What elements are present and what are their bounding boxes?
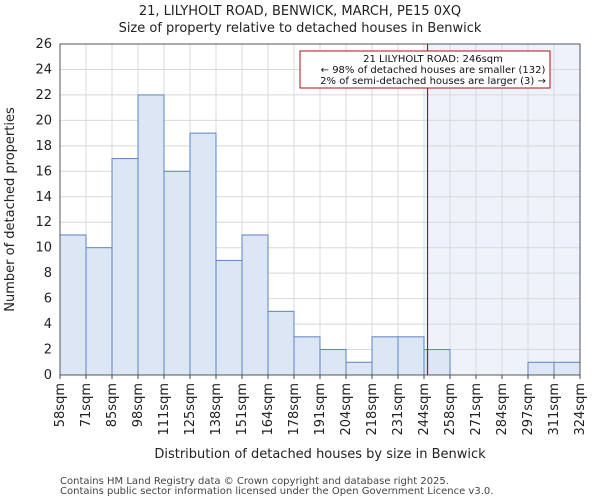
histogram-bar [371,336,399,376]
x-tick-label: 191sqm [313,383,328,436]
x-tick-label: 284sqm [495,383,510,436]
highlight-region [427,44,580,375]
y-tick-label: 8 [44,266,52,281]
histogram-bar [111,158,139,376]
y-tick-label: 12 [35,215,52,230]
x-axis-label: Distribution of detached houses by size … [154,447,486,462]
y-tick-label: 22 [35,88,52,103]
histogram-bar [423,349,451,376]
x-tick-label: 151sqm [235,383,250,436]
plot-frame [59,43,581,376]
annotation-box [299,50,551,89]
annotation-line1: 21 LILYHOLT ROAD: 246sqm [363,54,503,65]
annotation-line3: 2% of semi-detached houses are larger (3… [320,76,546,87]
footer-licence: Contains public sector information licen… [60,486,494,497]
y-tick-label: 2 [44,343,52,358]
y-tick-label: 18 [35,139,52,154]
x-tick-label: 58sqm [53,383,68,427]
y-tick-label: 20 [35,113,52,128]
histogram-bar [267,310,295,376]
histogram-bar [527,361,555,376]
x-tick-label: 297sqm [521,383,536,436]
x-tick-label: 244sqm [417,383,432,436]
annotation-line2: ← 98% of detached houses are smaller (13… [321,65,546,76]
y-tick-label: 0 [44,368,52,383]
histogram-bar [137,94,165,376]
histogram-bar [397,336,425,376]
histogram-bar [241,234,269,376]
y-tick-label: 26 [35,37,52,52]
y-axis-label: Number of detached properties [3,107,18,312]
histogram-bar [163,170,191,376]
x-tick-label: 204sqm [339,383,354,436]
histogram-bar [345,361,373,376]
x-tick-label: 324sqm [573,383,588,436]
x-tick-label: 125sqm [183,383,198,436]
x-tick-label: 258sqm [443,383,458,436]
y-tick-label: 14 [35,190,52,205]
histogram-bar [215,259,243,376]
y-tick-label: 24 [35,62,52,77]
histogram-bar [293,336,321,376]
x-tick-label: 311sqm [547,383,562,436]
x-tick-label: 218sqm [365,383,380,436]
histogram-bar [319,349,347,376]
y-tick-label: 16 [35,164,52,179]
chart-title: 21, LILYHOLT ROAD, BENWICK, MARCH, PE15 … [138,4,462,19]
histogram-bar [553,361,581,376]
y-tick-label: 4 [44,317,52,332]
footer-copyright: Contains HM Land Registry data © Crown c… [60,476,449,487]
histogram-bar [85,247,113,376]
chart-subtitle: Size of property relative to detached ho… [118,21,482,36]
x-tick-label: 111sqm [157,383,172,436]
x-tick-label: 85sqm [105,383,120,427]
x-tick-label: 164sqm [261,383,276,436]
y-tick-label: 10 [35,241,52,256]
histogram-bar [189,132,217,376]
x-tick-label: 98sqm [131,383,146,427]
x-tick-label: 231sqm [391,383,406,436]
x-tick-label: 138sqm [209,383,224,436]
histogram-bar [59,234,87,376]
x-tick-label: 271sqm [469,383,484,436]
y-tick-label: 6 [44,292,52,307]
x-tick-label: 178sqm [287,383,302,436]
x-tick-label: 71sqm [79,383,94,427]
